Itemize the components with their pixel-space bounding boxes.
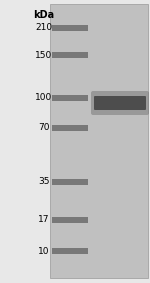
Text: 100: 100: [35, 93, 53, 102]
FancyBboxPatch shape: [91, 91, 149, 115]
Bar: [52, 125, 88, 131]
Bar: [52, 95, 88, 101]
Text: 210: 210: [35, 23, 52, 33]
Text: 150: 150: [35, 50, 53, 59]
Text: 70: 70: [38, 123, 50, 132]
Bar: [52, 52, 88, 58]
Text: kDa: kDa: [33, 10, 55, 20]
Text: 35: 35: [38, 177, 50, 186]
Bar: [52, 248, 88, 254]
Text: 17: 17: [38, 215, 50, 224]
Bar: [52, 179, 88, 185]
FancyBboxPatch shape: [94, 96, 146, 110]
Bar: [52, 217, 88, 223]
Text: 10: 10: [38, 246, 50, 256]
Bar: [52, 25, 88, 31]
Bar: [50, 4, 148, 278]
